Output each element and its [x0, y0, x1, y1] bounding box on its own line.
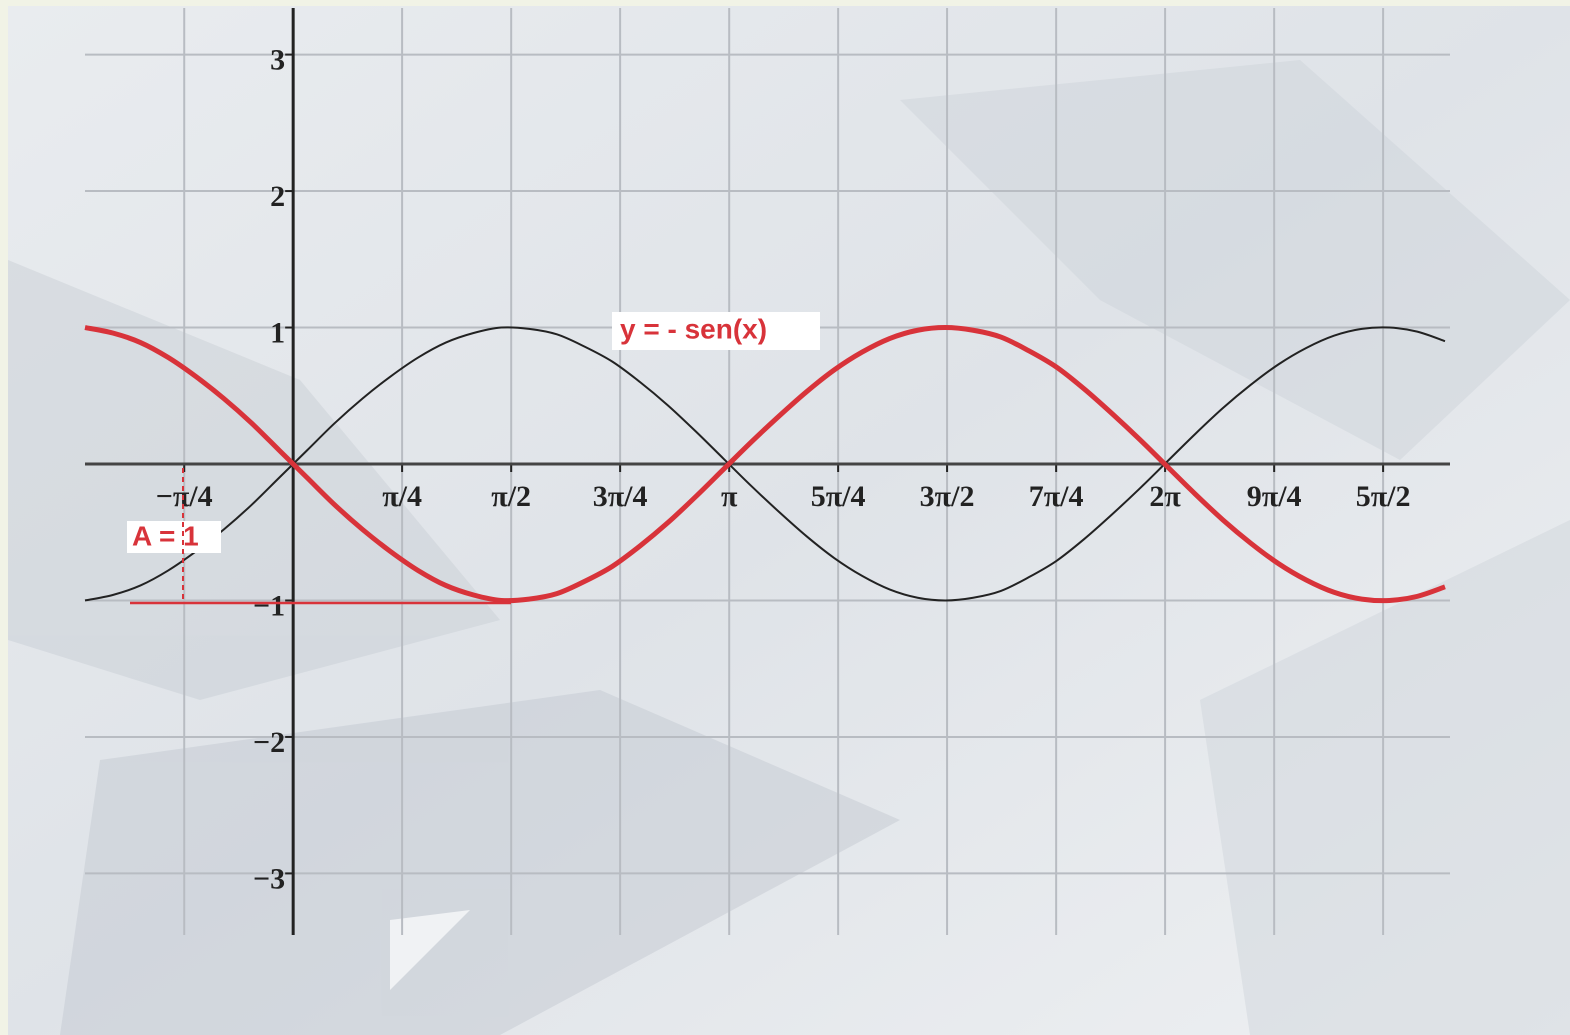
y-tick-label: −3: [253, 862, 285, 895]
amplitude-label: A = 1: [132, 520, 199, 551]
curve-label: y = - sen(x): [620, 313, 767, 344]
y-tick-label: −1: [253, 589, 285, 622]
x-tick-label: π/4: [382, 480, 422, 513]
y-tick-label: 3: [270, 43, 285, 76]
x-tick-label: −π/4: [156, 480, 213, 513]
x-tick-label: 7π/4: [1029, 480, 1084, 513]
chart: −3 −2 −1 1 2 3 −π/4 π/4 π/2 3π/4 π 5π/4 3π/2 7π/4 2π 9π…: [0, 0, 1570, 1035]
y-tick-label: 1: [270, 316, 285, 349]
x-tick-label: 5π/4: [811, 480, 866, 513]
x-tick-label: π/2: [491, 480, 531, 513]
x-tick-label: 5π/2: [1356, 480, 1411, 513]
x-tick-label: 2π: [1149, 480, 1181, 513]
y-tick-label: 2: [270, 180, 285, 213]
x-tick-label: 3π/2: [920, 480, 975, 513]
x-tick-label: π: [721, 480, 738, 513]
x-tick-label: 3π/4: [593, 480, 648, 513]
x-tick-label: 9π/4: [1247, 480, 1302, 513]
y-tick-label: −2: [253, 726, 285, 759]
